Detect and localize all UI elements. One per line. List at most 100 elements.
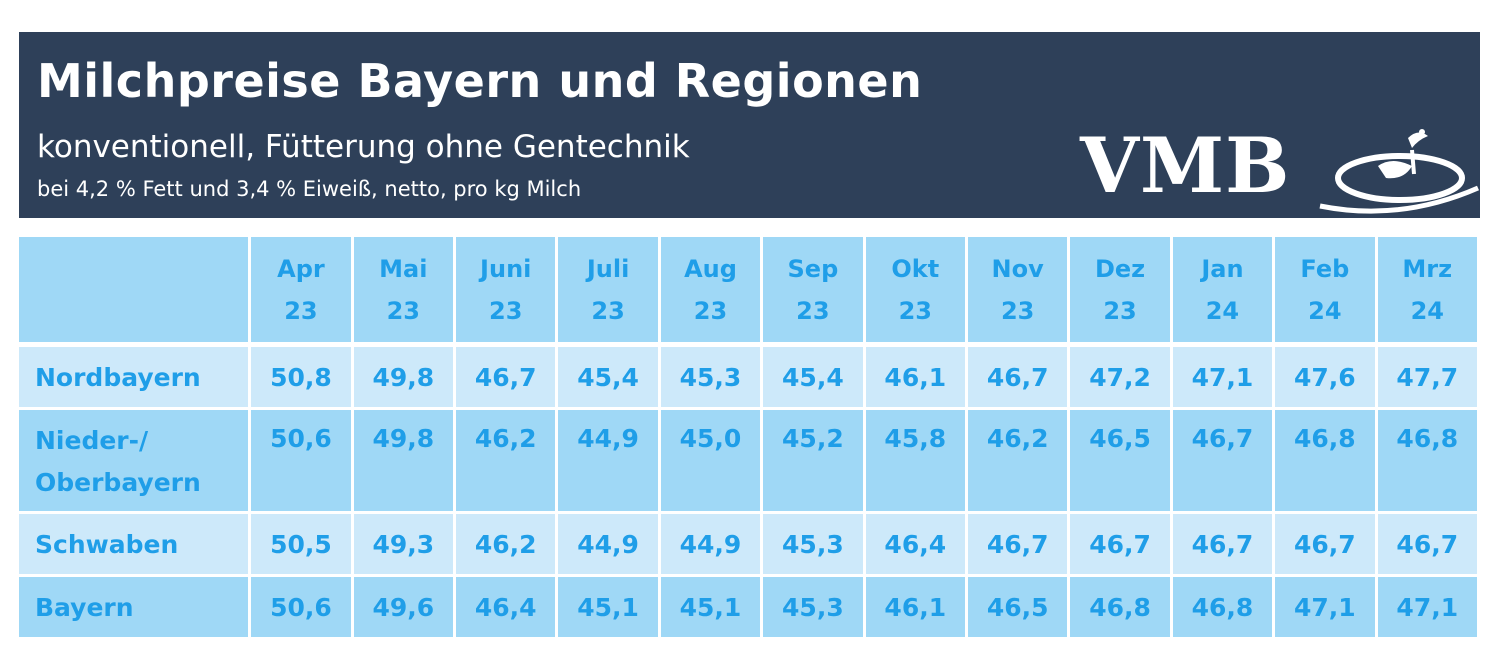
price-cell: 46,7 (1070, 514, 1170, 577)
price-cell: 46,4 (456, 577, 556, 640)
price-cell: 46,7 (1172, 514, 1273, 577)
price-cell: 45,1 (558, 577, 658, 640)
price-cell: 46,1 (865, 347, 965, 410)
column-header-sep: Sep 23 (763, 237, 863, 342)
price-cell: 46,8 (1172, 577, 1273, 640)
price-cell: 44,9 (558, 410, 658, 514)
price-cell: 46,5 (967, 577, 1068, 640)
row-label: Schwaben (19, 514, 249, 577)
price-cell: 47,2 (1070, 347, 1170, 410)
price-cell: 45,3 (763, 577, 863, 640)
price-cell: 46,7 (967, 347, 1068, 410)
price-cell: 45,1 (660, 577, 761, 640)
price-cell: 45,0 (660, 410, 761, 514)
price-cell: 45,4 (763, 347, 863, 410)
row-label-line: Nordbayern (35, 362, 201, 392)
row-label: Nieder-/ Oberbayern (19, 410, 249, 514)
price-cell: 45,3 (763, 514, 863, 577)
price-cell: 46,4 (865, 514, 965, 577)
vmb-logo: VMB (1080, 126, 1480, 218)
table-row: Schwaben 50,5 49,3 46,2 44,9 44,9 45,3 46,4 46,7… (19, 514, 1477, 577)
column-header-month: Aug (684, 254, 737, 283)
column-header-year: 23 (489, 296, 523, 325)
column-header-jan: Jan 24 (1172, 237, 1273, 342)
column-header-year: 23 (693, 296, 728, 325)
price-cell: 47,6 (1275, 347, 1375, 410)
column-header-month: Mrz (1402, 254, 1453, 283)
price-cell: 46,8 (1275, 410, 1375, 514)
price-cell: 49,6 (353, 577, 454, 640)
column-header-nov: Nov 23 (967, 237, 1068, 342)
column-header-year: 23 (284, 296, 318, 325)
column-header-year: 23 (1103, 296, 1137, 325)
column-header-aug: Aug 23 (660, 237, 761, 342)
price-cell: 47,1 (1172, 347, 1273, 410)
price-cell: 47,1 (1275, 577, 1375, 640)
column-header-month: Dez (1094, 254, 1146, 283)
table-header-row: Apr 23 Mai 23 Juni 23 Juli 23 Aug 23 Sep 23 Okt 23 Nov… (19, 237, 1477, 342)
header-banner: Milchpreise Bayern und Regionen konventi… (19, 32, 1480, 218)
logo-text: VMB (1080, 121, 1291, 210)
price-cell: 46,7 (456, 347, 556, 410)
column-header-month: Sep (787, 254, 839, 283)
price-cell: 50,6 (251, 410, 351, 514)
column-header-month: Apr (277, 254, 325, 283)
column-header-okt: Okt 23 (865, 237, 965, 342)
price-cell: 50,5 (251, 514, 351, 577)
column-header-month: Nov (991, 254, 1044, 283)
price-cell: 45,2 (763, 410, 863, 514)
price-cell: 50,6 (251, 577, 351, 640)
price-cell: 47,7 (1377, 347, 1477, 410)
price-cell: 46,7 (1172, 410, 1273, 514)
column-header-year: 24 (1205, 296, 1240, 325)
column-header-year: 23 (898, 296, 932, 325)
price-cell: 45,3 (660, 347, 761, 410)
price-cell: 46,5 (1070, 410, 1170, 514)
price-cell: 44,9 (558, 514, 658, 577)
header-corner-cell (19, 237, 249, 342)
column-header-juli: Juli 23 (558, 237, 658, 342)
column-header-month: Jan (1201, 254, 1244, 283)
column-header-year: 23 (796, 296, 830, 325)
column-header-feb: Feb 24 (1275, 237, 1375, 342)
row-label: Bayern (19, 577, 249, 640)
column-header-apr: Apr 23 (251, 237, 351, 342)
table-row: Nieder-/Oberbayern 50,6 49,8 46,2 44,9 45,0 45… (19, 410, 1477, 514)
price-cell: 46,8 (1377, 410, 1477, 514)
price-cell: 44,9 (660, 514, 761, 577)
row-label-line: Oberbayern (35, 468, 201, 497)
row-label-line: Nieder-/ (35, 426, 149, 455)
price-cell: 46,7 (1377, 514, 1477, 577)
row-label-line: Bayern (35, 592, 134, 622)
column-header-juni: Juni 23 (456, 237, 556, 342)
price-cell: 46,7 (967, 514, 1068, 577)
column-header-month: Juni (480, 254, 532, 283)
price-cell: 46,2 (456, 514, 556, 577)
column-header-mrz: Mrz 24 (1377, 237, 1477, 342)
page-title: Milchpreise Bayern und Regionen (37, 54, 923, 108)
column-header-dez: Dez 23 (1070, 237, 1170, 342)
page-subtitle: konventionell, Fütterung ohne Gentechnik (37, 129, 690, 165)
column-header-year: 24 (1410, 296, 1444, 325)
price-table: Apr 23 Mai 23 Juni 23 Juli 23 Aug 23 Sep 23 Okt 23 Nov… (16, 237, 1480, 640)
price-cell: 49,3 (353, 514, 454, 577)
price-cell: 45,4 (558, 347, 658, 410)
column-header-year: 24 (1308, 296, 1342, 325)
price-cell: 50,8 (251, 347, 351, 410)
column-header-month: Mai (379, 254, 428, 283)
price-cell: 46,7 (1275, 514, 1375, 577)
table-row: Nordbayern 50,8 49,8 46,7 45,4 45,3 45,4 46,1 46… (19, 347, 1477, 410)
milk-price-table: Apr 23 Mai 23 Juni 23 Juli 23 Aug 23 Sep 23 Okt 23 Nov… (19, 237, 1480, 640)
column-header-year: 23 (386, 296, 421, 325)
price-cell: 49,8 (353, 347, 454, 410)
price-cell: 46,2 (967, 410, 1068, 514)
column-header-mai: Mai 23 (353, 237, 454, 342)
price-cell: 47,1 (1377, 577, 1477, 640)
column-header-year: 23 (1000, 296, 1035, 325)
column-header-month: Juli (586, 254, 630, 283)
row-label-line: Schwaben (35, 529, 179, 559)
column-header-month: Okt (891, 254, 940, 283)
price-cell: 49,8 (353, 410, 454, 514)
price-cell: 45,8 (865, 410, 965, 514)
price-cell: 46,2 (456, 410, 556, 514)
